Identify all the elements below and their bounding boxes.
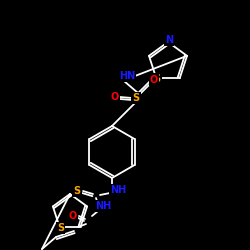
Text: N: N <box>165 35 173 45</box>
Text: HN: HN <box>119 71 135 81</box>
Text: S: S <box>57 222 64 232</box>
Text: O: O <box>150 75 158 85</box>
Text: S: S <box>154 74 161 84</box>
Text: NH: NH <box>110 185 126 195</box>
Text: O: O <box>111 92 119 102</box>
Text: O: O <box>69 211 77 221</box>
Text: NH: NH <box>95 201 111 211</box>
Text: S: S <box>74 186 80 196</box>
Text: S: S <box>132 93 140 103</box>
